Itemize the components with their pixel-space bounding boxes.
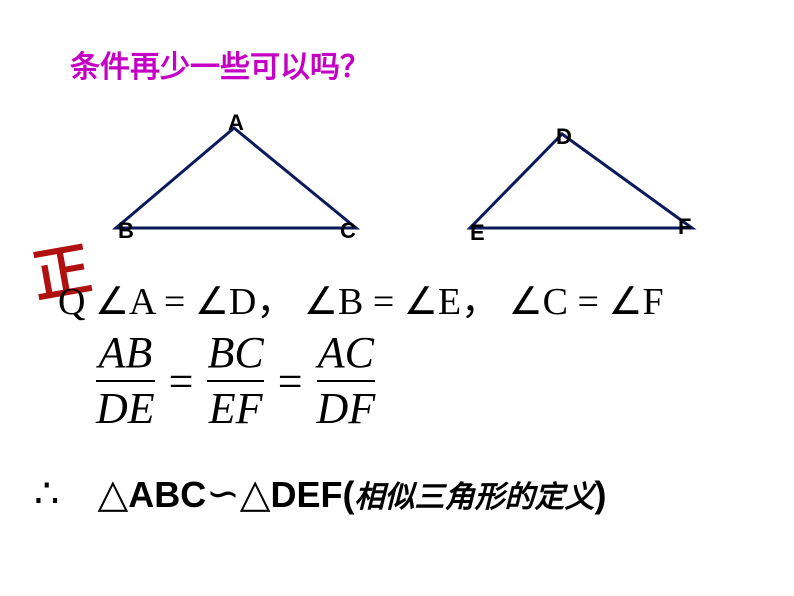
numerator-ac: AC (318, 330, 374, 376)
angle-a: A (129, 281, 154, 323)
angle-c: C (543, 281, 568, 323)
angle-symbol: ∠ (304, 281, 338, 323)
equals: = (278, 356, 303, 407)
equals: = (568, 281, 608, 323)
triangle-def-poly (470, 134, 692, 228)
comma: ， (256, 281, 304, 323)
equals: = (169, 356, 194, 407)
definition-note: 相似三角形的定义 (355, 481, 595, 514)
triangle-symbol: △ (97, 471, 128, 516)
comma: ， (461, 281, 509, 323)
paren-open: ( (343, 474, 355, 515)
numerator-bc: BC (207, 330, 263, 376)
fraction-bc-ef: BC EF (207, 330, 263, 432)
ratio-equalities: AB DE = BC EF = AC DF (96, 330, 375, 432)
triangle-abc-text: ABC (128, 474, 206, 515)
fraction-bar (207, 380, 263, 382)
angle-symbol: ∠ (608, 281, 642, 323)
angle-equalities: Q ∠A = ∠D， ∠B = ∠E， ∠C = ∠F (58, 270, 664, 325)
fraction-ab-de: AB DE (96, 330, 155, 432)
therefore-symbol: ∴ (34, 471, 59, 516)
equals: = (154, 281, 194, 323)
numerator-ab: AB (98, 330, 152, 376)
fraction-bar (317, 380, 376, 382)
fraction-ac-df: AC DF (317, 330, 376, 432)
vertex-c: C (340, 218, 356, 244)
equals: = (363, 281, 403, 323)
vertex-d: D (556, 124, 572, 150)
conclusion: ∴ △ABC∽△DEF(相似三角形的定义) (34, 470, 607, 517)
triangle-def-text: DEF (271, 474, 343, 515)
angle-f: F (643, 281, 664, 323)
denominator-de: DE (96, 386, 155, 432)
denominator-ef: EF (209, 386, 263, 432)
triangle-def (462, 126, 702, 238)
paren-close: ) (595, 474, 607, 515)
triangle-symbol: △ (240, 471, 271, 516)
vertex-b: B (118, 218, 134, 244)
angle-b: B (338, 281, 363, 323)
vertex-a: A (228, 110, 244, 136)
denominator-df: DF (317, 386, 376, 432)
vertex-f: F (678, 214, 691, 240)
angle-symbol: ∠ (404, 281, 438, 323)
triangle-abc-poly (116, 128, 356, 228)
vertex-e: E (470, 220, 485, 246)
angle-symbol: ∠ (95, 281, 129, 323)
similar-symbol: ∽ (206, 471, 240, 516)
angle-d: D (229, 281, 256, 323)
q-letter: Q (58, 281, 95, 323)
heading-question: 条件再少一些可以吗？ (70, 42, 370, 86)
fraction-bar (96, 380, 155, 382)
angle-symbol: ∠ (195, 281, 229, 323)
angle-symbol: ∠ (509, 281, 543, 323)
angle-e: E (438, 281, 461, 323)
